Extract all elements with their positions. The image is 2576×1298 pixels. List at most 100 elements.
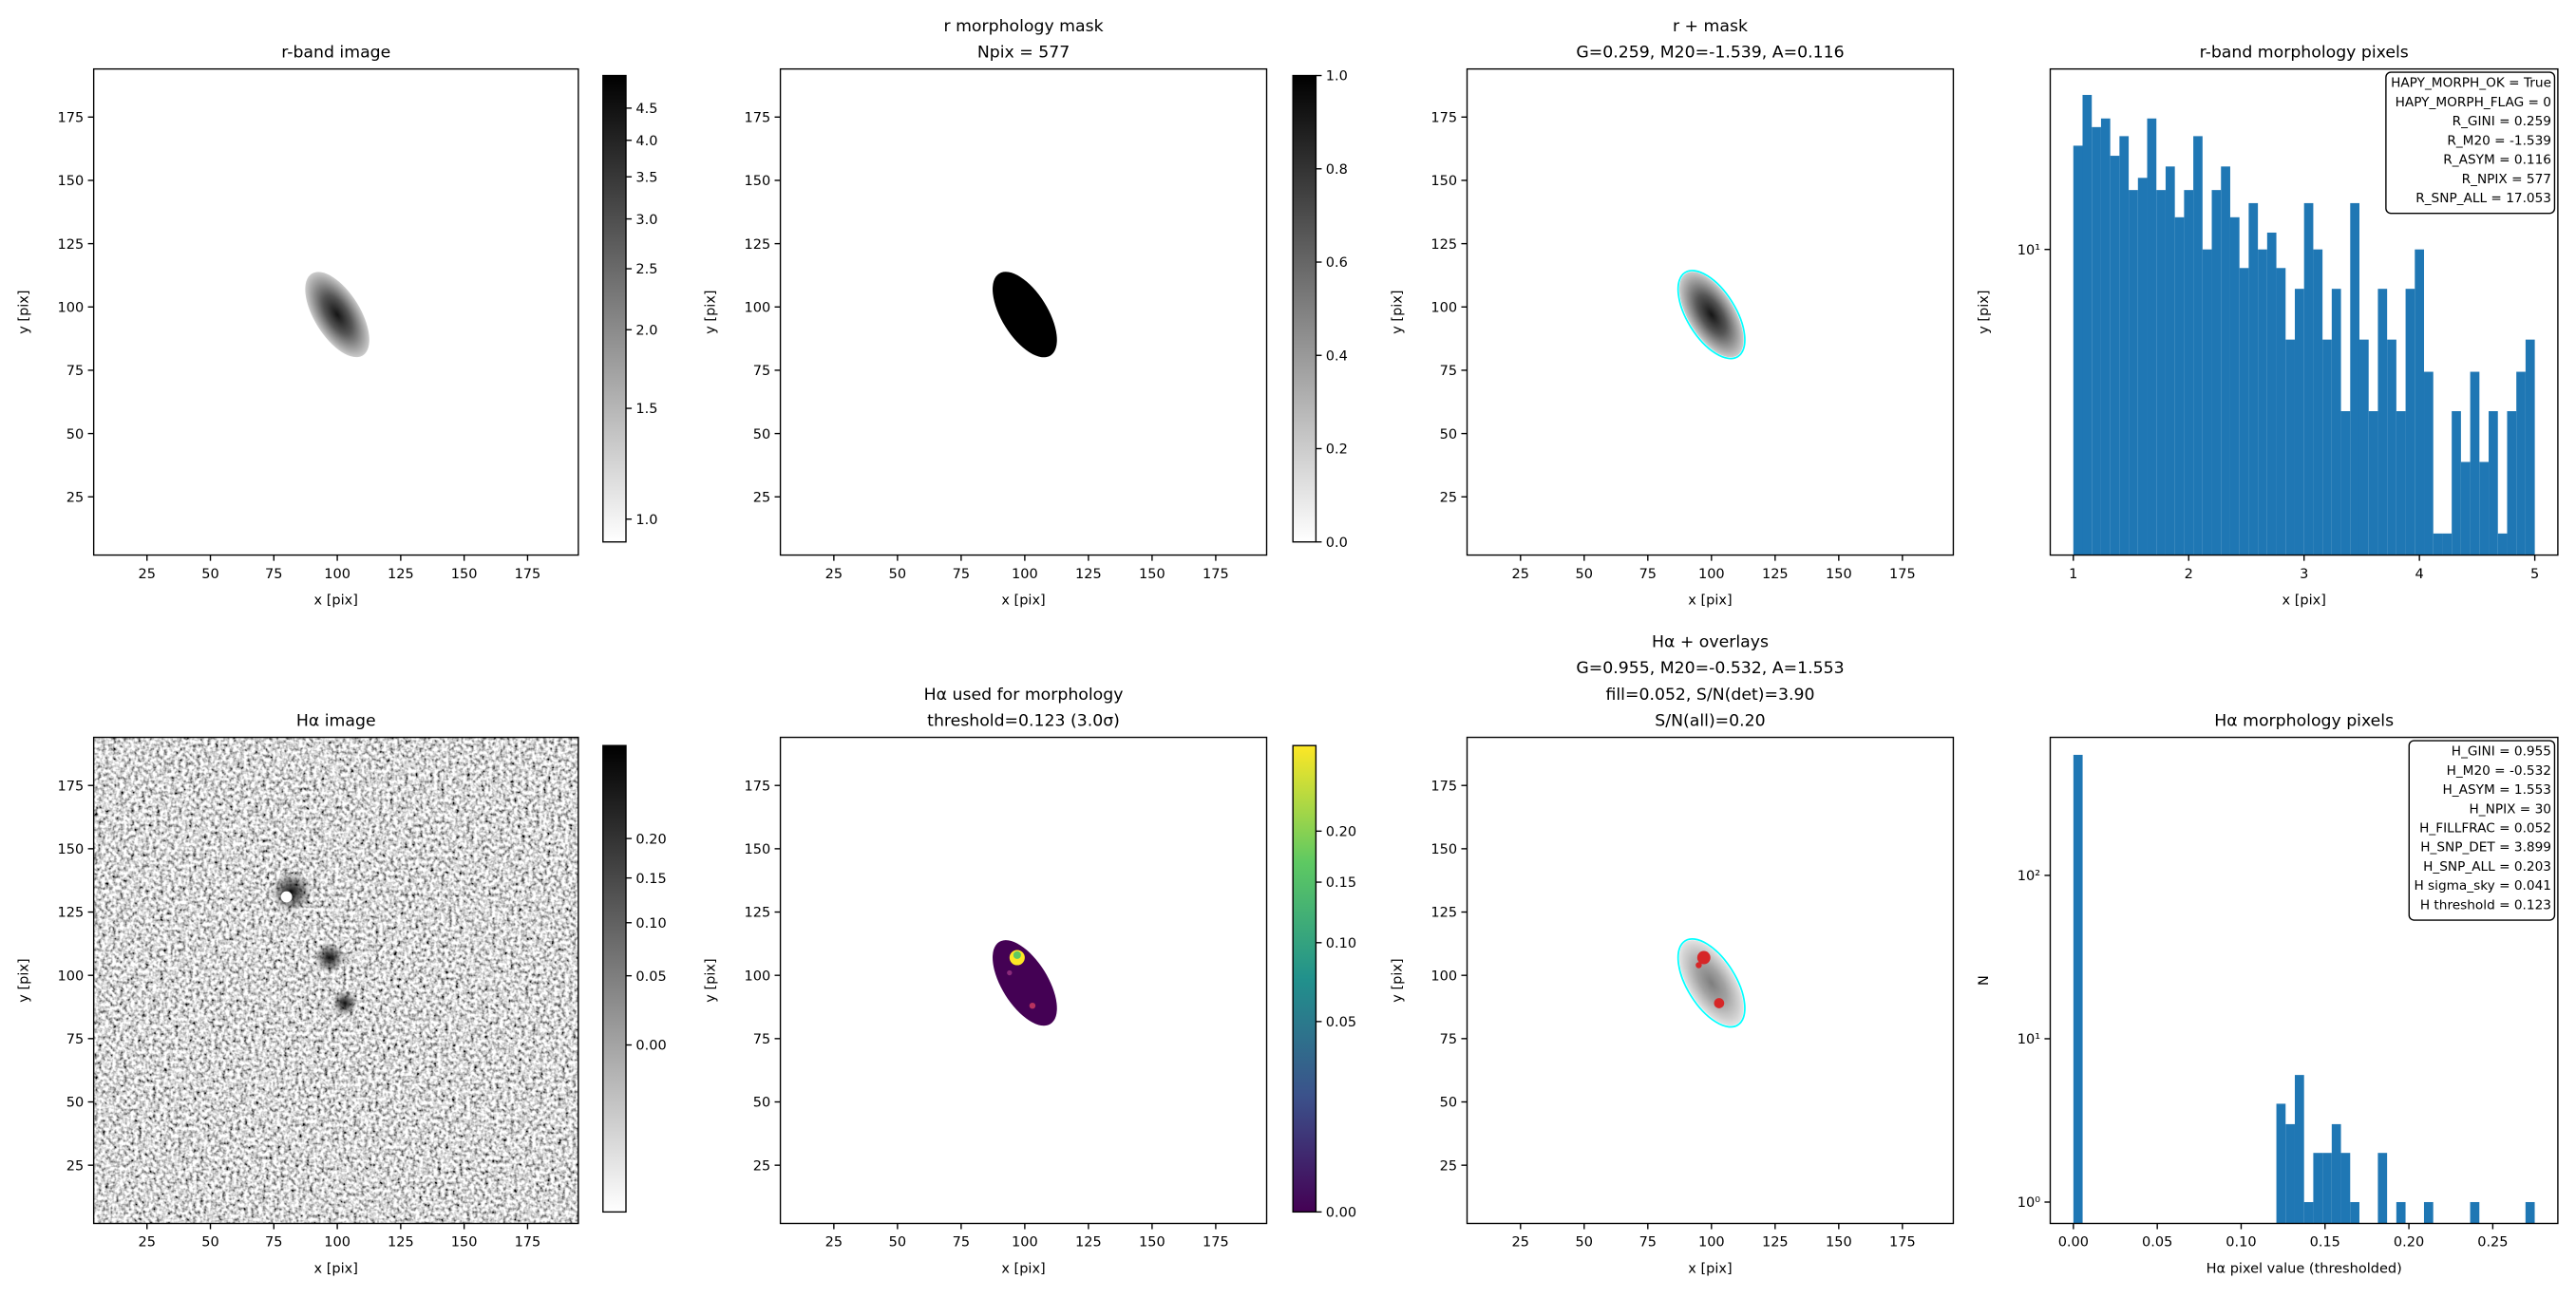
histogram-bar <box>2377 289 2388 555</box>
histogram-bar <box>2147 118 2157 555</box>
colorbar-tick-label: 0.20 <box>1326 825 1356 840</box>
x-tick-label: 4 <box>2415 567 2424 582</box>
y-tick-label: 25 <box>66 490 84 505</box>
histogram-bar <box>2377 1153 2388 1224</box>
histogram-bar <box>2248 202 2259 555</box>
colorbar <box>602 74 627 543</box>
emission-blob <box>271 871 313 912</box>
chart-title: Npix = 577 <box>977 44 1070 63</box>
x-tick-label: 100 <box>1012 1235 1038 1251</box>
plot-area <box>2073 94 2535 555</box>
x-tick-label: 75 <box>265 567 282 582</box>
chart-title: fill=0.052, S/N(det)=3.90 <box>1605 686 1814 705</box>
annotation-line: H_NPIX = 30 <box>2470 801 2551 817</box>
colorbar-tick-label: 4.0 <box>635 134 657 149</box>
x-tick-label: 100 <box>324 567 350 582</box>
emission-core <box>280 891 293 903</box>
histogram-bar <box>2174 216 2185 555</box>
histogram-bar <box>2266 232 2277 555</box>
panel: 25 50 75 100 125 150 175 25 50 75 100 125 150 175 x [p… <box>703 686 1356 1277</box>
mask-region <box>993 272 1057 358</box>
x-axis-label: x [pix] <box>314 593 358 608</box>
annotation-line: R_NPIX = 577 <box>2462 172 2551 187</box>
y-tick-label: 10¹ <box>2017 1032 2040 1047</box>
colorbar <box>1292 74 1317 543</box>
histogram-bar <box>2221 166 2230 555</box>
x-axis-label: Hα pixel value (thresholded) <box>2207 1261 2402 1276</box>
x-tick-label: 100 <box>1698 1235 1725 1251</box>
plot-area <box>993 940 1057 1026</box>
x-axis-label: x [pix] <box>1688 1261 1732 1276</box>
x-tick-label: 175 <box>1203 567 1229 582</box>
annotation-line: H threshold = 0.123 <box>2420 897 2551 912</box>
y-tick-label: 75 <box>66 364 84 379</box>
x-tick-label: 1 <box>2069 567 2077 582</box>
panel: 25 50 75 100 125 150 175 25 50 75 100 125 150 175 x [p… <box>16 44 657 609</box>
y-tick-label: 125 <box>744 237 770 253</box>
histogram-bar <box>2073 754 2083 1224</box>
histogram-bar <box>2303 1201 2314 1224</box>
colorbar-tick-label: 2.0 <box>635 323 657 338</box>
y-tick-label: 25 <box>753 490 770 505</box>
annotation-line: HAPY_MORPH_FLAG = 0 <box>2396 95 2551 110</box>
x-tick-label: 0.10 <box>2226 1235 2256 1251</box>
y-tick-label: 150 <box>58 174 85 189</box>
x-tick-label: 0.15 <box>2310 1235 2340 1251</box>
histogram-bar <box>2276 268 2286 555</box>
x-tick-label: 75 <box>953 1235 970 1251</box>
x-tick-label: 125 <box>1075 1235 1102 1251</box>
x-tick-label: 0.20 <box>2394 1235 2424 1251</box>
histogram-bar <box>2119 136 2130 555</box>
galaxy-image <box>305 272 369 358</box>
y-tick-label: 75 <box>753 1032 770 1047</box>
x-tick-label: 25 <box>1512 1235 1529 1251</box>
x-tick-label: 150 <box>1139 567 1165 582</box>
y-tick-label: 75 <box>1440 364 1457 379</box>
histogram-bar <box>2396 1201 2406 1224</box>
y-tick-label: 150 <box>58 842 85 857</box>
colorbar-tick-label: 3.5 <box>635 170 657 185</box>
x-tick-label: 0.05 <box>2142 1235 2172 1251</box>
y-tick-label: 25 <box>66 1158 84 1174</box>
histogram-bar <box>2110 156 2120 555</box>
colorbar-tick-label: 0.15 <box>1326 875 1356 891</box>
panel: 0.00 0.05 0.10 0.15 0.20 0.25 10⁰ 10¹ 10² Hα pixe… <box>1977 711 2559 1276</box>
x-tick-label: 75 <box>953 567 970 582</box>
colorbar-tick-label: 0.15 <box>635 872 666 887</box>
x-tick-label: 175 <box>515 567 541 582</box>
annotation-line: R_M20 = -1.539 <box>2447 133 2551 148</box>
colorbar-tick-label: 3.0 <box>635 213 657 228</box>
histogram-bar <box>2092 126 2101 555</box>
plot-area <box>2073 754 2535 1224</box>
y-tick-label: 10¹ <box>2017 243 2040 258</box>
emission-blob <box>314 942 346 973</box>
histogram-bar <box>2525 339 2535 555</box>
detected-pixel <box>1714 998 1725 1008</box>
histogram-bar <box>2229 216 2240 555</box>
colorbar-tick-label: 0.05 <box>635 969 666 985</box>
y-tick-label: 75 <box>753 364 770 379</box>
chart-title: G=0.955, M20=-0.532, A=1.553 <box>1576 659 1844 678</box>
histogram-bar <box>2331 289 2341 555</box>
x-tick-label: 50 <box>889 567 906 582</box>
x-tick-label: 5 <box>2530 567 2539 582</box>
chart-title: Hα + overlays <box>1652 632 1769 651</box>
histogram-bar <box>2313 249 2323 555</box>
histogram-bar <box>2396 411 2406 555</box>
plot-area <box>1676 270 1746 360</box>
histogram-bar <box>2424 371 2434 555</box>
histogram-bar <box>2423 1201 2434 1224</box>
histogram-bar <box>2211 190 2222 555</box>
galaxy-image <box>1678 272 1744 358</box>
emission-spot <box>1007 969 1013 976</box>
annotation-line: HAPY_MORPH_OK = True <box>2391 76 2551 91</box>
x-axis-label: x [pix] <box>1001 1261 1045 1276</box>
annotation-line: H_ASYM = 1.553 <box>2443 782 2551 798</box>
y-tick-label: 25 <box>1440 490 1457 505</box>
y-tick-label: 25 <box>753 1158 770 1174</box>
x-tick-label: 25 <box>139 567 156 582</box>
annotation-line: H sigma_sky = 0.041 <box>2414 878 2551 894</box>
x-tick-label: 175 <box>1203 1235 1229 1251</box>
colorbar-tick-label: 1.0 <box>1326 69 1348 85</box>
